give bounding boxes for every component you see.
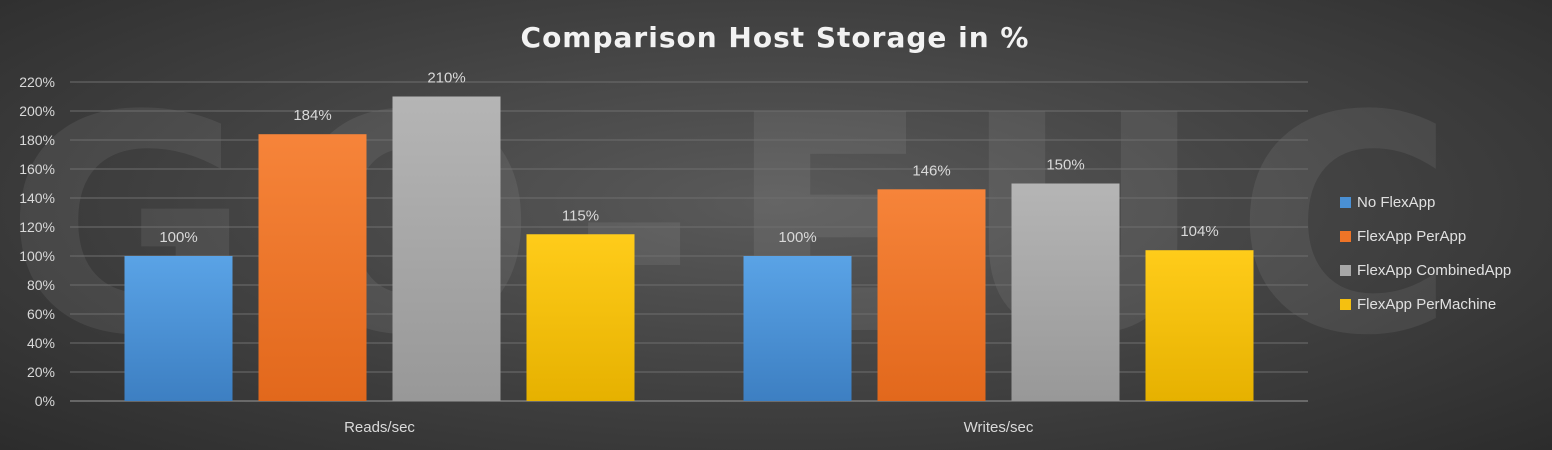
data-label: 115% bbox=[562, 207, 599, 224]
y-axis-ticks: 0% 20% 40% 60% 80% 100% 120% 140% 160% 180% 200% 22… bbox=[19, 74, 55, 409]
bar-flexapp-permachine bbox=[526, 234, 635, 401]
legend: No FlexApp FlexApp PerApp FlexApp Combined… bbox=[1340, 194, 1511, 313]
bars bbox=[124, 96, 1254, 401]
bar-flexapp-combinedapp bbox=[392, 96, 501, 401]
y-tick-label: 140% bbox=[19, 190, 55, 206]
category-label: Writes/sec bbox=[964, 419, 1034, 436]
legend-swatch bbox=[1340, 299, 1351, 310]
legend-label: No FlexApp bbox=[1357, 194, 1435, 211]
bar-flexapp-combinedapp bbox=[1011, 183, 1120, 401]
legend-swatch bbox=[1340, 231, 1351, 242]
bar-flexapp-permachine bbox=[1145, 250, 1254, 401]
y-tick-label: 100% bbox=[19, 248, 55, 264]
y-tick-label: 20% bbox=[27, 364, 55, 380]
y-tick-label: 60% bbox=[27, 306, 55, 322]
chart-title: Comparison Host Storage in % bbox=[521, 21, 1030, 54]
legend-swatch bbox=[1340, 197, 1351, 208]
legend-swatch bbox=[1340, 265, 1351, 276]
y-tick-label: 180% bbox=[19, 132, 55, 148]
y-tick-label: 0% bbox=[35, 393, 55, 409]
data-label: 210% bbox=[427, 70, 465, 87]
y-tick-label: 200% bbox=[19, 103, 55, 119]
bar-no-flexapp bbox=[743, 256, 852, 401]
data-label: 184% bbox=[293, 107, 331, 124]
data-labels: 100% 184% 210% 115% 100% 146% 150% 104% bbox=[159, 70, 1218, 247]
legend-label: FlexApp CombinedApp bbox=[1357, 262, 1511, 279]
data-label: 100% bbox=[159, 229, 197, 246]
y-tick-label: 160% bbox=[19, 161, 55, 177]
y-tick-label: 80% bbox=[27, 277, 55, 293]
data-label: 104% bbox=[1180, 223, 1218, 240]
y-tick-label: 40% bbox=[27, 335, 55, 351]
data-label: 100% bbox=[778, 229, 816, 246]
y-tick-label: 220% bbox=[19, 74, 55, 90]
legend-label: FlexApp PerMachine bbox=[1357, 296, 1496, 313]
bar-no-flexapp bbox=[124, 256, 233, 401]
x-axis-categories: Reads/sec Writes/sec bbox=[344, 419, 1034, 436]
bar-flexapp-perapp bbox=[877, 189, 986, 401]
legend-label: FlexApp PerApp bbox=[1357, 228, 1466, 245]
y-tick-label: 120% bbox=[19, 219, 55, 235]
category-label: Reads/sec bbox=[344, 419, 415, 436]
data-label: 146% bbox=[912, 162, 950, 179]
data-label: 150% bbox=[1046, 157, 1084, 174]
bar-flexapp-perapp bbox=[258, 134, 367, 401]
